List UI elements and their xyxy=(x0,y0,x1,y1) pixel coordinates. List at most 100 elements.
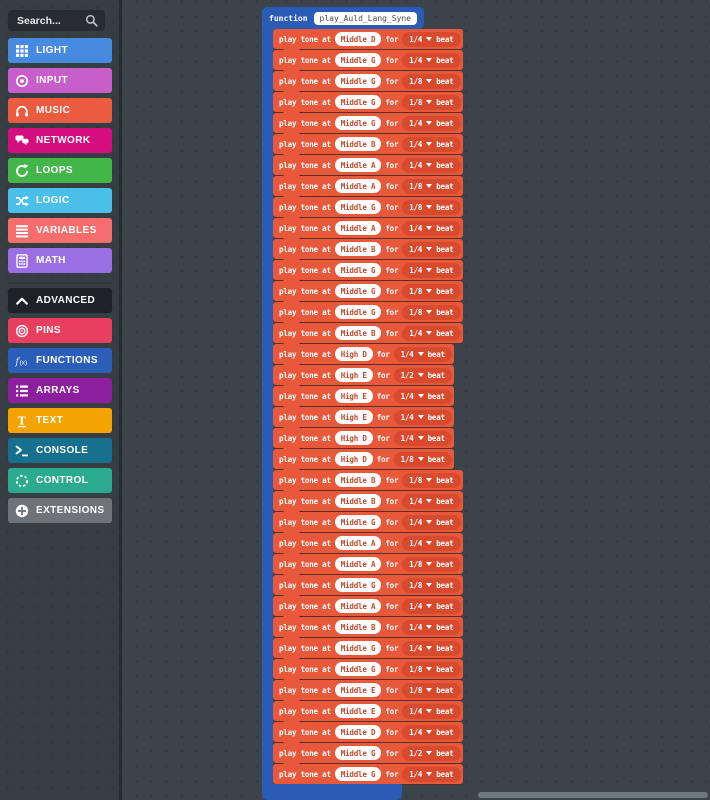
beat-dropdown[interactable]: 1/4 beat xyxy=(402,493,461,509)
beat-dropdown[interactable]: 1/8 beat xyxy=(402,94,461,110)
beat-dropdown[interactable]: 1/4 beat xyxy=(402,640,461,656)
beat-dropdown[interactable]: 1/8 beat xyxy=(402,682,461,698)
beat-dropdown[interactable]: 1/8 beat xyxy=(393,451,452,467)
function-name-field[interactable]: play_Auld_Lang_Syne xyxy=(313,11,418,25)
function-define-block[interactable]: function play_Auld_Lang_Syne xyxy=(262,7,425,29)
beat-dropdown[interactable]: 1/8 beat xyxy=(402,577,461,593)
beat-dropdown[interactable]: 1/2 beat xyxy=(393,367,452,383)
beat-dropdown[interactable]: 1/4 beat xyxy=(402,766,461,782)
beat-dropdown[interactable]: 1/4 beat xyxy=(402,262,461,278)
search-icon[interactable] xyxy=(85,14,98,27)
note-field[interactable]: High E xyxy=(334,368,373,382)
note-field[interactable]: Middle B xyxy=(334,620,382,634)
beat-dropdown[interactable]: 1/8 beat xyxy=(402,199,461,215)
note-field[interactable]: Middle G xyxy=(334,746,382,760)
beat-dropdown[interactable]: 1/4 beat xyxy=(402,598,461,614)
note-field[interactable]: Middle G xyxy=(334,53,382,67)
note-field[interactable]: Middle B xyxy=(334,494,382,508)
beat-dropdown[interactable]: 1/4 beat xyxy=(402,136,461,152)
sidebar-item-text[interactable]: T TEXT xyxy=(8,408,112,433)
sidebar-item-math[interactable]: MATH xyxy=(8,248,112,273)
note-field[interactable]: Middle A xyxy=(334,599,382,613)
note-field[interactable]: Middle G xyxy=(334,662,382,676)
sidebar-item-console[interactable]: CONSOLE xyxy=(8,438,112,463)
sidebar-item-functions[interactable]: f (x) FUNCTIONS xyxy=(8,348,112,373)
beat-dropdown[interactable]: 1/4 beat xyxy=(402,220,461,236)
sidebar-item-music[interactable]: MUSIC xyxy=(8,98,112,123)
beat-dropdown[interactable]: 1/8 beat xyxy=(402,178,461,194)
note-field[interactable]: Middle A xyxy=(334,179,382,193)
note-field[interactable]: Middle B xyxy=(334,242,382,256)
note-field[interactable]: Middle D xyxy=(334,32,382,46)
note-field[interactable]: Middle G xyxy=(334,305,382,319)
note-field[interactable]: Middle A xyxy=(334,536,382,550)
sidebar-item-light[interactable]: LIGHT xyxy=(8,38,112,63)
note-field[interactable]: Middle A xyxy=(334,158,382,172)
note-field[interactable]: Middle G xyxy=(334,74,382,88)
beat-dropdown[interactable]: 1/8 beat xyxy=(402,304,461,320)
beat-dropdown[interactable]: 1/4 beat xyxy=(402,325,461,341)
beat-dropdown[interactable]: 1/8 beat xyxy=(402,283,461,299)
sidebar-item-input[interactable]: INPUT xyxy=(8,68,112,93)
beat-dropdown[interactable]: 1/4 beat xyxy=(402,31,461,47)
search-input[interactable] xyxy=(15,13,85,28)
sidebar-item-control[interactable]: CONTROL xyxy=(8,468,112,493)
beat-dropdown[interactable]: 1/4 beat xyxy=(402,157,461,173)
note-field[interactable]: High E xyxy=(334,389,373,403)
note-field[interactable]: Middle B xyxy=(334,326,382,340)
beat-dropdown[interactable]: 1/4 beat xyxy=(402,115,461,131)
note-field[interactable]: High D xyxy=(334,452,373,466)
note-field[interactable]: High D xyxy=(334,431,373,445)
function-block-spine[interactable] xyxy=(262,29,273,784)
note-field[interactable]: Middle G xyxy=(334,95,382,109)
sidebar-item-pins[interactable]: PINS xyxy=(8,318,112,343)
note-field[interactable]: Middle G xyxy=(334,767,382,781)
beat-dropdown[interactable]: 1/4 beat xyxy=(402,724,461,740)
note-field[interactable]: Middle G xyxy=(334,515,382,529)
note-field[interactable]: High D xyxy=(334,347,373,361)
note-field[interactable]: Middle G xyxy=(334,284,382,298)
search-box[interactable] xyxy=(8,10,105,31)
beat-dropdown[interactable]: 1/2 beat xyxy=(402,745,461,761)
note-field[interactable]: Middle E xyxy=(334,683,382,697)
beat-dropdown[interactable]: 1/4 beat xyxy=(402,535,461,551)
note-field[interactable]: Middle G xyxy=(334,641,382,655)
beat-dropdown[interactable]: 1/8 beat xyxy=(402,556,461,572)
note-field[interactable]: Middle A xyxy=(334,221,382,235)
beat-dropdown[interactable]: 1/4 beat xyxy=(402,619,461,635)
note-field[interactable]: Middle G xyxy=(334,116,382,130)
beat-dropdown[interactable]: 1/8 beat xyxy=(402,472,461,488)
sidebar-item-network[interactable]: NETWORK xyxy=(8,128,112,153)
beat-dropdown[interactable]: 1/4 beat xyxy=(393,388,452,404)
function-block-foot[interactable] xyxy=(262,784,402,800)
sidebar-item-extensions[interactable]: EXTENSIONS xyxy=(8,498,112,523)
horizontal-scrollbar[interactable] xyxy=(478,792,708,798)
sidebar-item-logic[interactable]: LOGIC xyxy=(8,188,112,213)
